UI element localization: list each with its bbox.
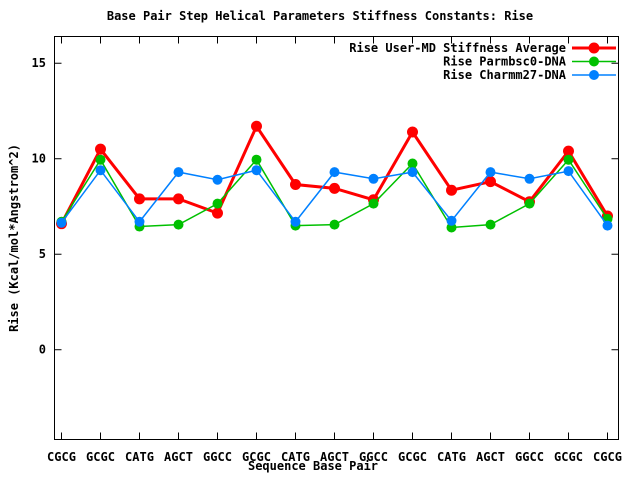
data-point: [524, 173, 535, 184]
legend-label: Rise Charmm27-DNA: [443, 68, 567, 82]
data-point: [173, 193, 184, 205]
chart-title: Base Pair Step Helical Parameters Stiffn…: [106, 9, 534, 23]
x-category-label: AGCT: [476, 450, 505, 464]
x-category-label: CGCG: [593, 450, 622, 464]
data-point: [485, 176, 496, 188]
x-category-label: GGCC: [515, 450, 544, 464]
x-category-label: GCGC: [554, 450, 583, 464]
data-point: [485, 167, 496, 178]
data-point: [602, 220, 613, 231]
x-category-label: GCGC: [398, 450, 427, 464]
x-category-label: CATG: [437, 450, 466, 464]
data-point: [95, 143, 106, 155]
y-axis-label: Rise (Kcal/mol*Angstrom^2): [7, 144, 21, 332]
data-point: [407, 158, 418, 169]
legend-label: Rise Parmbsc0-DNA: [443, 55, 567, 69]
data-point: [95, 154, 106, 165]
legend-sample-marker: [588, 42, 600, 54]
x-category-label: GCGC: [86, 450, 115, 464]
x-category-label: CATG: [281, 450, 310, 464]
data-point: [368, 173, 379, 184]
y-tick-label: 10: [32, 152, 46, 166]
data-point: [407, 167, 418, 178]
y-tick-label: 0: [39, 343, 46, 357]
legend-label: Rise User-MD Stiffness Average: [349, 41, 566, 55]
data-point: [95, 165, 106, 176]
data-point: [485, 219, 496, 230]
plot-border: [54, 36, 619, 440]
data-point: [446, 215, 457, 226]
x-category-label: CGCG: [47, 450, 76, 464]
data-point: [329, 219, 340, 230]
data-point: [212, 207, 223, 219]
data-point: [134, 193, 145, 205]
data-point: [446, 184, 457, 196]
data-point: [56, 217, 67, 228]
data-point: [251, 120, 262, 132]
data-point: [290, 179, 301, 191]
data-point: [368, 198, 379, 209]
data-point: [212, 174, 223, 185]
x-category-label: GCGC: [242, 450, 271, 464]
data-point: [329, 182, 340, 194]
data-point: [134, 216, 145, 227]
data-point: [251, 154, 262, 165]
x-axis-label: Sequence Base Pair: [247, 459, 379, 473]
legend-sample-marker: [589, 70, 599, 80]
x-category-label: GGCC: [203, 450, 232, 464]
y-tick-label: 5: [39, 247, 46, 261]
x-category-label: GGCC: [359, 450, 388, 464]
data-point: [173, 167, 184, 178]
data-point: [563, 166, 574, 177]
y-tick-label: 15: [32, 56, 46, 70]
data-point: [407, 126, 418, 138]
data-point: [173, 219, 184, 230]
data-point: [212, 198, 223, 209]
data-point: [251, 165, 262, 176]
data-point: [563, 154, 574, 165]
data-point: [524, 198, 535, 209]
data-point: [290, 216, 301, 227]
x-category-label: AGCT: [320, 450, 349, 464]
data-point: [563, 145, 574, 157]
legend-sample-marker: [589, 56, 599, 67]
data-point: [329, 167, 340, 178]
x-category-label: CATG: [125, 450, 154, 464]
x-category-label: AGCT: [164, 450, 193, 464]
